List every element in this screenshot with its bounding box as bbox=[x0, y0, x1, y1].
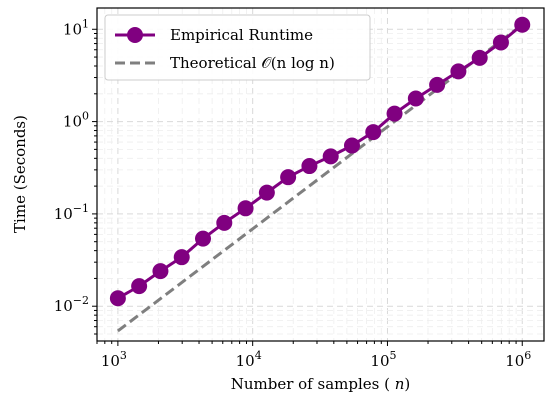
empirical-point bbox=[131, 278, 148, 295]
x-tick-label-base: 10 bbox=[101, 352, 120, 370]
y-tick-label-exponent: 1 bbox=[82, 17, 89, 30]
series-group bbox=[109, 16, 531, 333]
y-tick-label-base: 10 bbox=[54, 297, 73, 315]
empirical-point bbox=[450, 63, 467, 80]
y-tick-label: 100 bbox=[63, 110, 89, 131]
empirical-point bbox=[195, 230, 212, 247]
x-tick-label: 104 bbox=[236, 349, 262, 370]
empirical-point bbox=[343, 137, 360, 154]
empirical-point bbox=[109, 290, 126, 307]
legend-box bbox=[104, 14, 371, 81]
y-tick-label: 101 bbox=[63, 17, 89, 38]
x-axis-title: Number of samples ( n) bbox=[231, 375, 411, 393]
empirical-point bbox=[471, 49, 488, 66]
y-tick-label: 10−1 bbox=[54, 202, 89, 223]
y-tick-label-exponent: 0 bbox=[82, 110, 89, 123]
x-tick-label-exponent: 5 bbox=[390, 349, 397, 362]
empirical-point bbox=[152, 263, 169, 280]
y-axis-title: Time (Seconds) bbox=[11, 115, 29, 233]
x-axis-title-variable: n bbox=[395, 375, 405, 393]
empirical-point bbox=[407, 90, 424, 107]
x-tick-label: 105 bbox=[370, 349, 396, 370]
y-tick-label-exponent: −1 bbox=[73, 202, 89, 215]
x-tick-label-base: 10 bbox=[505, 352, 524, 370]
empirical-point bbox=[173, 249, 190, 266]
empirical-point bbox=[216, 214, 233, 231]
x-tick-label-base: 10 bbox=[370, 352, 389, 370]
y-tick-label-base: 10 bbox=[54, 205, 73, 223]
empirical-point bbox=[429, 76, 446, 93]
legend-empirical-label: Empirical Runtime bbox=[170, 26, 313, 44]
x-tick-label-exponent: 3 bbox=[120, 349, 127, 362]
plot-frame bbox=[96, 7, 545, 342]
y-tick-label-base: 10 bbox=[63, 20, 82, 38]
empirical-point bbox=[322, 148, 339, 165]
y-tick-label: 10−2 bbox=[54, 294, 89, 315]
x-tick-label: 103 bbox=[101, 349, 127, 370]
x-tick-label-exponent: 4 bbox=[255, 349, 262, 362]
x-tick-label: 106 bbox=[505, 349, 531, 370]
empirical-point bbox=[258, 184, 275, 201]
empirical-point bbox=[301, 158, 318, 175]
y-tick-label-exponent: −2 bbox=[73, 294, 89, 307]
legend: Empirical Runtime Theoretical 𝒪(n log n) bbox=[104, 14, 371, 81]
empirical-point bbox=[386, 105, 403, 122]
x-axis-title-paren: ) bbox=[404, 375, 410, 393]
x-tick-label-exponent: 6 bbox=[524, 349, 531, 362]
y-tick-label-base: 10 bbox=[63, 113, 82, 131]
empirical-point bbox=[492, 34, 509, 51]
legend-empirical-marker bbox=[127, 27, 143, 43]
x-tick-label-base: 10 bbox=[236, 352, 255, 370]
empirical-point bbox=[237, 200, 254, 217]
empirical-point bbox=[365, 124, 382, 141]
empirical-point bbox=[280, 169, 297, 186]
legend-theoretical-label: Theoretical 𝒪(n log n) bbox=[170, 54, 335, 72]
empirical-point bbox=[514, 16, 531, 33]
